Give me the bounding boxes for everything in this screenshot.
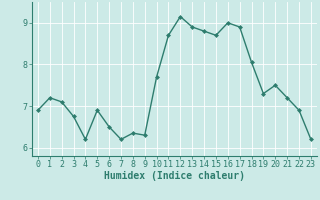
X-axis label: Humidex (Indice chaleur): Humidex (Indice chaleur) [104, 171, 245, 181]
